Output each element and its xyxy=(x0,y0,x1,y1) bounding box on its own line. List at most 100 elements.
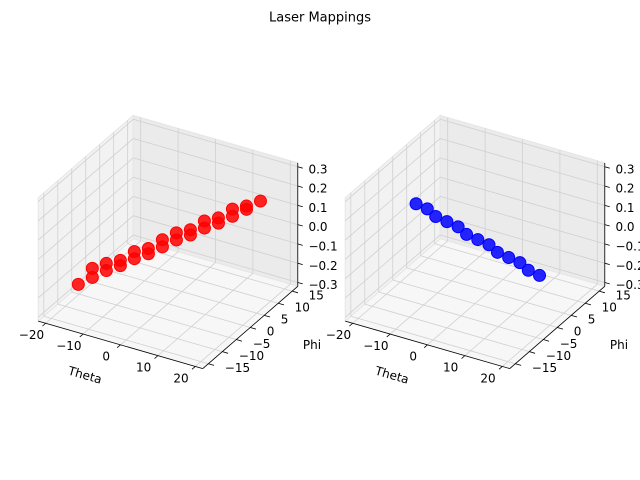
point xyxy=(471,233,485,247)
point xyxy=(521,263,535,277)
point xyxy=(211,216,225,230)
tick-mark xyxy=(297,262,303,265)
point xyxy=(239,202,253,216)
y-tick-label: 10 xyxy=(295,301,310,315)
x-tick-label: 10 xyxy=(443,360,458,374)
grid-line xyxy=(113,255,279,304)
point xyxy=(451,220,465,234)
point xyxy=(513,256,527,270)
tick-mark xyxy=(222,351,229,354)
point xyxy=(71,277,85,291)
point xyxy=(253,194,267,208)
grid-line xyxy=(364,303,530,353)
tick-mark xyxy=(349,322,353,327)
z-tick-label: 0.0 xyxy=(308,220,327,234)
tick-mark xyxy=(604,204,610,208)
x-axis-label: Theta xyxy=(66,363,104,386)
grid-line xyxy=(344,157,441,241)
tick-mark xyxy=(278,302,285,306)
tick-mark xyxy=(264,314,271,318)
point xyxy=(440,215,454,229)
tick-mark xyxy=(297,204,303,208)
point xyxy=(85,270,99,284)
point xyxy=(502,251,516,265)
z-tick-label: −0.3 xyxy=(308,278,337,292)
z-tick-label: 0.2 xyxy=(615,182,634,196)
x-tick-label: −10 xyxy=(363,339,388,353)
y-axis-line xyxy=(509,286,606,369)
point xyxy=(155,240,169,254)
x-axis-label: Theta xyxy=(373,363,411,386)
grid-line xyxy=(440,176,605,225)
point xyxy=(420,202,434,216)
x-tick-label: 20 xyxy=(173,371,188,385)
x-axis-line xyxy=(345,320,510,369)
point xyxy=(141,247,155,261)
grid-line xyxy=(57,303,223,353)
z-tick-label: 0.2 xyxy=(308,182,327,196)
grid-line xyxy=(37,138,134,222)
tick-mark xyxy=(529,351,536,354)
grid-line xyxy=(37,215,134,299)
grid-line xyxy=(37,118,134,202)
grid-line xyxy=(440,215,605,264)
grid-line xyxy=(133,176,298,225)
tick-mark xyxy=(191,366,196,370)
grid-line xyxy=(133,157,298,206)
axes-3d: −20−1001020−15−10−5051015−0.3−0.2−0.10.0… xyxy=(19,114,338,387)
point xyxy=(113,259,127,273)
point xyxy=(127,252,141,266)
z-tick-label: −0.2 xyxy=(615,259,640,273)
grid-line xyxy=(37,234,134,318)
y-tick-label: 5 xyxy=(281,313,289,327)
y-tick-label: 0 xyxy=(267,325,275,339)
tick-mark xyxy=(543,339,550,342)
figure-title: Laser Mappings xyxy=(269,11,371,26)
tick-mark xyxy=(585,302,592,306)
x-tick-label: −20 xyxy=(326,328,351,342)
y-tick-label: 5 xyxy=(588,313,596,327)
grid-line xyxy=(133,215,298,264)
tick-mark xyxy=(604,166,610,169)
y-tick-label: 0 xyxy=(574,325,582,339)
grid-line xyxy=(37,157,134,241)
tick-mark xyxy=(154,355,159,359)
y-tick-label: −15 xyxy=(532,361,557,375)
grid-line xyxy=(133,138,298,187)
y-axis-line xyxy=(202,286,299,369)
z-tick-label: 0.0 xyxy=(615,220,634,234)
tick-mark xyxy=(297,282,303,285)
z-tick-label: 0.3 xyxy=(615,162,634,176)
x-tick-label: 20 xyxy=(480,371,495,385)
x-axis-line xyxy=(38,320,203,369)
y-tick-label: −10 xyxy=(239,349,264,363)
tick-mark xyxy=(250,327,257,330)
tick-mark xyxy=(297,224,303,227)
tick-mark xyxy=(498,366,503,370)
grid-line xyxy=(378,291,544,340)
tick-mark xyxy=(208,363,215,366)
tick-mark xyxy=(42,322,46,327)
tick-mark xyxy=(604,282,610,285)
tick-mark xyxy=(604,224,610,227)
grid-line xyxy=(344,138,441,222)
point xyxy=(482,238,496,252)
x-tick-label: 10 xyxy=(136,360,151,374)
tick-mark xyxy=(386,333,391,338)
tick-mark xyxy=(297,166,303,169)
tick-mark xyxy=(236,339,243,342)
tick-mark xyxy=(557,327,564,330)
tick-mark xyxy=(515,363,522,366)
grid-line xyxy=(85,279,251,328)
y-tick-label: 15 xyxy=(309,288,324,302)
point xyxy=(409,197,423,211)
point xyxy=(99,264,113,278)
tick-mark xyxy=(297,243,303,246)
grid-line xyxy=(43,315,209,365)
tick-mark xyxy=(571,314,578,318)
grid-line xyxy=(37,196,134,279)
x-tick-label: 0 xyxy=(102,350,110,364)
z-tick-label: 0.3 xyxy=(308,162,327,176)
tick-mark xyxy=(604,243,610,246)
